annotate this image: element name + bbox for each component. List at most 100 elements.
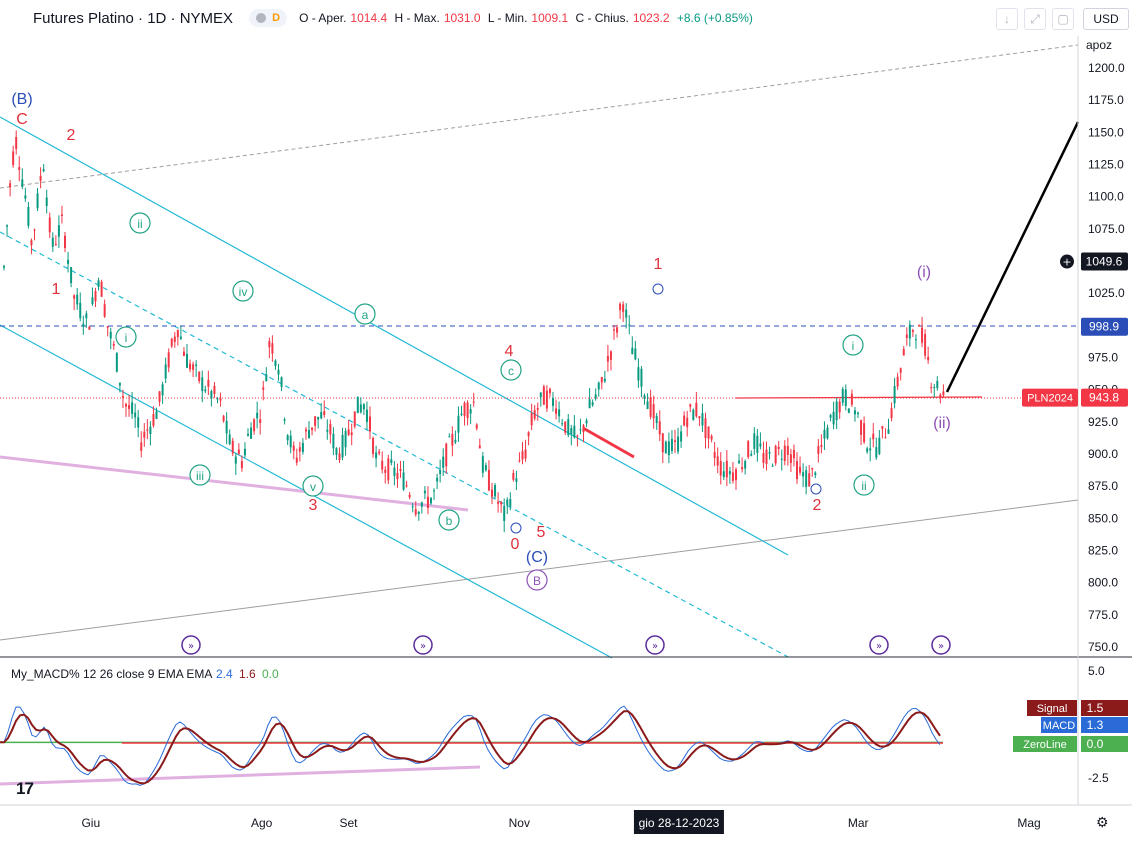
- candle-body: [36, 193, 39, 209]
- candle-body: [911, 330, 914, 332]
- candle-body: [118, 382, 121, 386]
- price-tick-label: 850.0: [1088, 511, 1118, 525]
- candle-body: [805, 470, 808, 487]
- macd-header-value: 1.6: [239, 667, 256, 681]
- candle-body: [396, 472, 399, 480]
- candle-body: [908, 324, 911, 339]
- candle-body: [536, 408, 539, 410]
- candle-body: [664, 441, 667, 454]
- chart-header: Futures Platino · 1D · NYMEX D O - Aper.…: [0, 0, 757, 36]
- candle-body: [716, 456, 719, 466]
- candle-body: [155, 411, 158, 419]
- candle-body: [268, 341, 271, 348]
- candle-body: [533, 410, 536, 419]
- candle-body: [863, 423, 866, 442]
- candle-body: [576, 435, 579, 437]
- candle-body: [134, 412, 137, 418]
- candle-body: [112, 343, 115, 346]
- candle-body: [719, 461, 722, 476]
- candle-body: [487, 469, 490, 491]
- high-label: H - Max.: [394, 11, 440, 25]
- series-last-box: [1081, 736, 1128, 752]
- channel-mid-line: [0, 231, 791, 659]
- pink-trendline-macd: [0, 765, 481, 786]
- candle-body: [390, 459, 393, 463]
- symbol-title[interactable]: Futures Platino · 1D · NYMEX: [33, 9, 234, 27]
- wave-label: 0: [511, 536, 520, 553]
- price-label-text: 943.8: [1089, 391, 1119, 405]
- wave-label: (C): [526, 549, 548, 566]
- candle-body: [283, 419, 286, 421]
- candle-body: [780, 458, 783, 460]
- candle-body: [606, 355, 609, 362]
- series-last-value: 1.5: [1087, 701, 1104, 715]
- candle-body: [304, 429, 307, 432]
- candle-body: [866, 448, 869, 452]
- arrow-down-icon[interactable]: ↓: [996, 8, 1018, 30]
- open-label: O - Aper.: [299, 11, 347, 25]
- currency-select[interactable]: USD: [1083, 8, 1129, 30]
- candle-body: [655, 415, 658, 424]
- data-status-pill[interactable]: D: [249, 9, 288, 27]
- signal-line: [0, 710, 941, 785]
- candle-body: [30, 240, 33, 246]
- wave-label-circle: [232, 280, 254, 302]
- candle-body: [683, 415, 686, 426]
- wave-label: 1: [52, 281, 61, 298]
- price-tick-label: 1075.0: [1088, 222, 1125, 236]
- candle-body: [561, 423, 564, 425]
- candle-body: [637, 367, 640, 381]
- wave-label-circle: [189, 464, 211, 486]
- candle-body: [393, 467, 396, 476]
- candle-body: [698, 416, 701, 419]
- candle-body: [609, 351, 612, 360]
- candle-body: [509, 499, 512, 507]
- series-legend-name: ZeroLine: [1023, 739, 1066, 751]
- candle-body: [555, 408, 558, 414]
- candle-body: [902, 349, 905, 356]
- price-tick-label: 875.0: [1088, 479, 1118, 493]
- gear-icon[interactable]: ⚙: [1096, 814, 1109, 830]
- candle-body: [927, 356, 930, 361]
- candle-body: [545, 390, 548, 409]
- price-tick-label: 1200.0: [1088, 61, 1125, 75]
- candle-body: [426, 496, 429, 509]
- candle-body: [146, 429, 149, 431]
- candle-body: [625, 309, 628, 318]
- maximize-icon[interactable]: ▢: [1052, 8, 1074, 30]
- time-tick-label: Nov: [509, 816, 530, 830]
- candle-body: [365, 409, 368, 423]
- candle-body: [619, 303, 622, 311]
- candle-body: [369, 416, 371, 432]
- candle-body: [918, 325, 920, 327]
- candle-body: [222, 415, 225, 422]
- candle-body: [179, 336, 182, 339]
- candle-body: [12, 151, 15, 165]
- candle-body: [67, 259, 70, 264]
- candle-body: [237, 449, 240, 455]
- candle-body: [838, 401, 841, 413]
- scale-mode-label[interactable]: apoz: [1086, 38, 1113, 52]
- candle-body: [591, 402, 594, 406]
- candle-body: [484, 465, 487, 471]
- candle-body: [731, 472, 734, 481]
- candle-body: [524, 449, 527, 459]
- cursor-date-label: gio 28-12-2023: [639, 816, 720, 830]
- time-tick-label: Ago: [251, 816, 273, 830]
- tradingview-logo-icon[interactable]: 17: [16, 779, 34, 798]
- price-tick-label: 925.0: [1088, 415, 1118, 429]
- candle-body: [109, 331, 112, 339]
- macd-tick-label: 5.0: [1088, 664, 1105, 678]
- candle-body: [878, 437, 881, 454]
- market-status-dot: [256, 13, 267, 23]
- candle-body: [811, 468, 814, 470]
- candle-body: [472, 401, 475, 403]
- candle-body: [695, 402, 698, 417]
- candle-body: [667, 441, 670, 456]
- candle-body: [301, 442, 304, 452]
- expand-icon[interactable]: ⤢: [1024, 8, 1046, 30]
- candle-body: [201, 377, 204, 392]
- candle-body: [939, 394, 942, 398]
- candle-body: [478, 445, 481, 449]
